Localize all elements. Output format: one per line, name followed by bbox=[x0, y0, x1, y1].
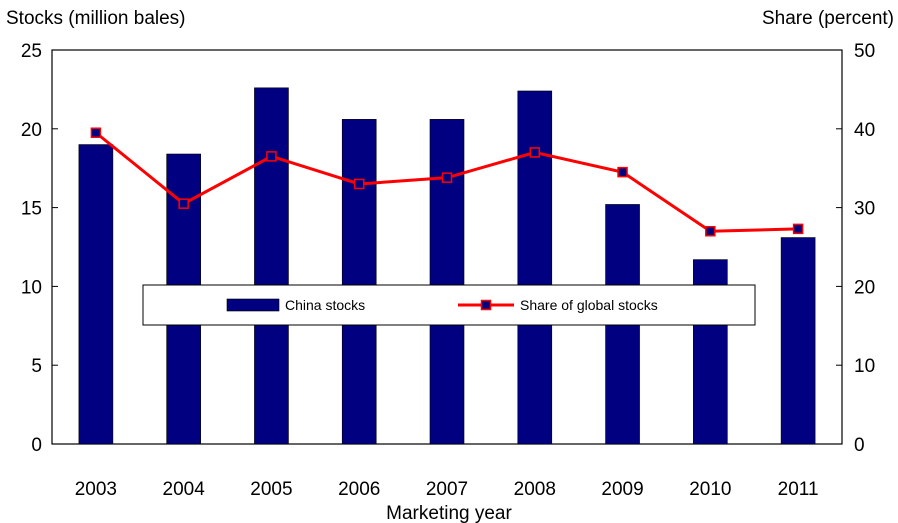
x-tick-label: 2004 bbox=[163, 479, 206, 500]
share-marker bbox=[441, 172, 453, 183]
legend-label-share: Share of global stocks bbox=[520, 297, 658, 313]
x-tick-label: 2009 bbox=[601, 479, 643, 500]
bar bbox=[517, 90, 553, 445]
bar bbox=[78, 144, 114, 445]
bar bbox=[429, 119, 465, 445]
legend-label-china-stocks: China stocks bbox=[285, 297, 365, 313]
x-tick-label: 2010 bbox=[689, 479, 731, 500]
plot-area: 0 5 10 15 20 25 0 10 20 30 40 50 2003 2004 2005 2006 200… bbox=[21, 41, 875, 500]
bar bbox=[780, 237, 816, 445]
bar bbox=[341, 119, 377, 445]
y-right-tick-label: 30 bbox=[854, 199, 875, 220]
x-tick-label: 2007 bbox=[426, 479, 468, 500]
y-right-tick-label: 0 bbox=[854, 435, 865, 456]
share-marker bbox=[617, 166, 628, 178]
share-marker bbox=[792, 223, 804, 235]
y-left-tick-label: 20 bbox=[21, 120, 42, 141]
x-tick-label: 2011 bbox=[778, 479, 819, 500]
y-right-tick-label: 20 bbox=[854, 277, 875, 298]
share-marker bbox=[266, 151, 277, 162]
share-marker bbox=[705, 225, 716, 237]
bar bbox=[254, 87, 289, 445]
legend-bar-swatch bbox=[226, 298, 280, 312]
share-marker bbox=[353, 178, 365, 190]
left-axis-title: Stocks (million bales) bbox=[6, 8, 186, 29]
y-left-tick-label: 25 bbox=[21, 41, 42, 62]
x-tick-label: 2005 bbox=[250, 479, 292, 500]
share-marker bbox=[529, 147, 541, 158]
right-axis-title: Share (percent) bbox=[762, 8, 894, 29]
x-tick-label: 2006 bbox=[338, 479, 380, 500]
y-right-tick-label: 10 bbox=[854, 356, 875, 377]
x-axis-title: Marketing year bbox=[386, 503, 512, 523]
y-right-tick-label: 50 bbox=[854, 41, 875, 62]
y-left-tick-label: 10 bbox=[21, 277, 42, 298]
y-left-tick-label: 0 bbox=[31, 435, 42, 456]
y-left-tick-label: 5 bbox=[31, 356, 42, 377]
x-tick-label: 2003 bbox=[75, 479, 117, 500]
legend-marker-swatch bbox=[480, 299, 492, 311]
y-right-tick-label: 40 bbox=[854, 120, 875, 141]
share-marker bbox=[90, 127, 102, 138]
y-left-tick-label: 15 bbox=[21, 199, 42, 220]
share-marker bbox=[178, 198, 189, 209]
x-tick-label: 2008 bbox=[514, 479, 556, 500]
